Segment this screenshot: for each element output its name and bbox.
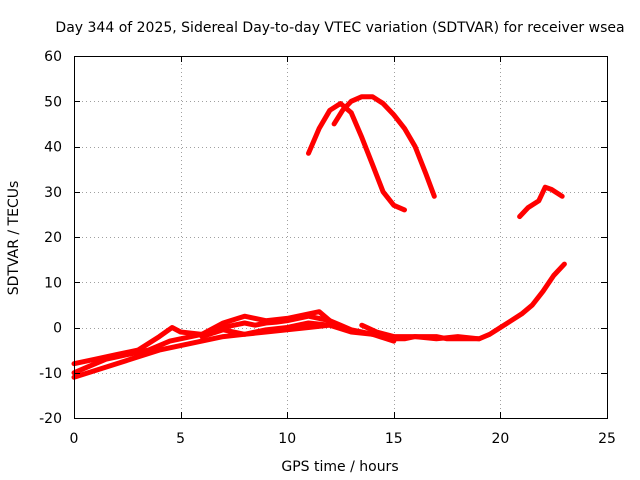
- y-tick-label: 10: [44, 275, 62, 291]
- series-trace-late-1: [517, 184, 565, 220]
- x-tick-label: 20: [491, 431, 509, 447]
- series-trace-mid-1: [199, 320, 397, 344]
- grid-layer: [74, 56, 607, 418]
- x-tick-label: 0: [70, 431, 79, 447]
- series-trace-arc-1: [306, 101, 407, 213]
- y-tick-label: 20: [44, 230, 62, 246]
- x-tick-label: 5: [176, 431, 185, 447]
- y-axis-label: SDTVAR / TECUs: [6, 181, 22, 296]
- y-tick-label: 50: [44, 94, 62, 110]
- y-tick-label: -20: [39, 411, 62, 427]
- series-layer: [71, 94, 567, 380]
- y-tick-label: 30: [44, 185, 62, 201]
- series-trace-mid-2: [359, 322, 482, 342]
- y-tick-label: -10: [39, 366, 62, 382]
- x-tick-label: 10: [278, 431, 296, 447]
- y-tick-label: 0: [53, 321, 62, 337]
- chart-title: Day 344 of 2025, Sidereal Day-to-day VTE…: [55, 20, 624, 36]
- tick-layer: 0 5 10 15 20 25 -20 -10 0 10 20 30 40 50 60: [39, 49, 616, 447]
- series-trace-main: [71, 261, 567, 376]
- series-trace-arc-2: [331, 94, 437, 199]
- x-tick-label: 25: [598, 431, 616, 447]
- y-tick-label: 40: [44, 140, 62, 156]
- x-tick-label: 15: [385, 431, 403, 447]
- x-axis-label: GPS time / hours: [281, 459, 398, 475]
- y-tick-label: 60: [44, 49, 62, 65]
